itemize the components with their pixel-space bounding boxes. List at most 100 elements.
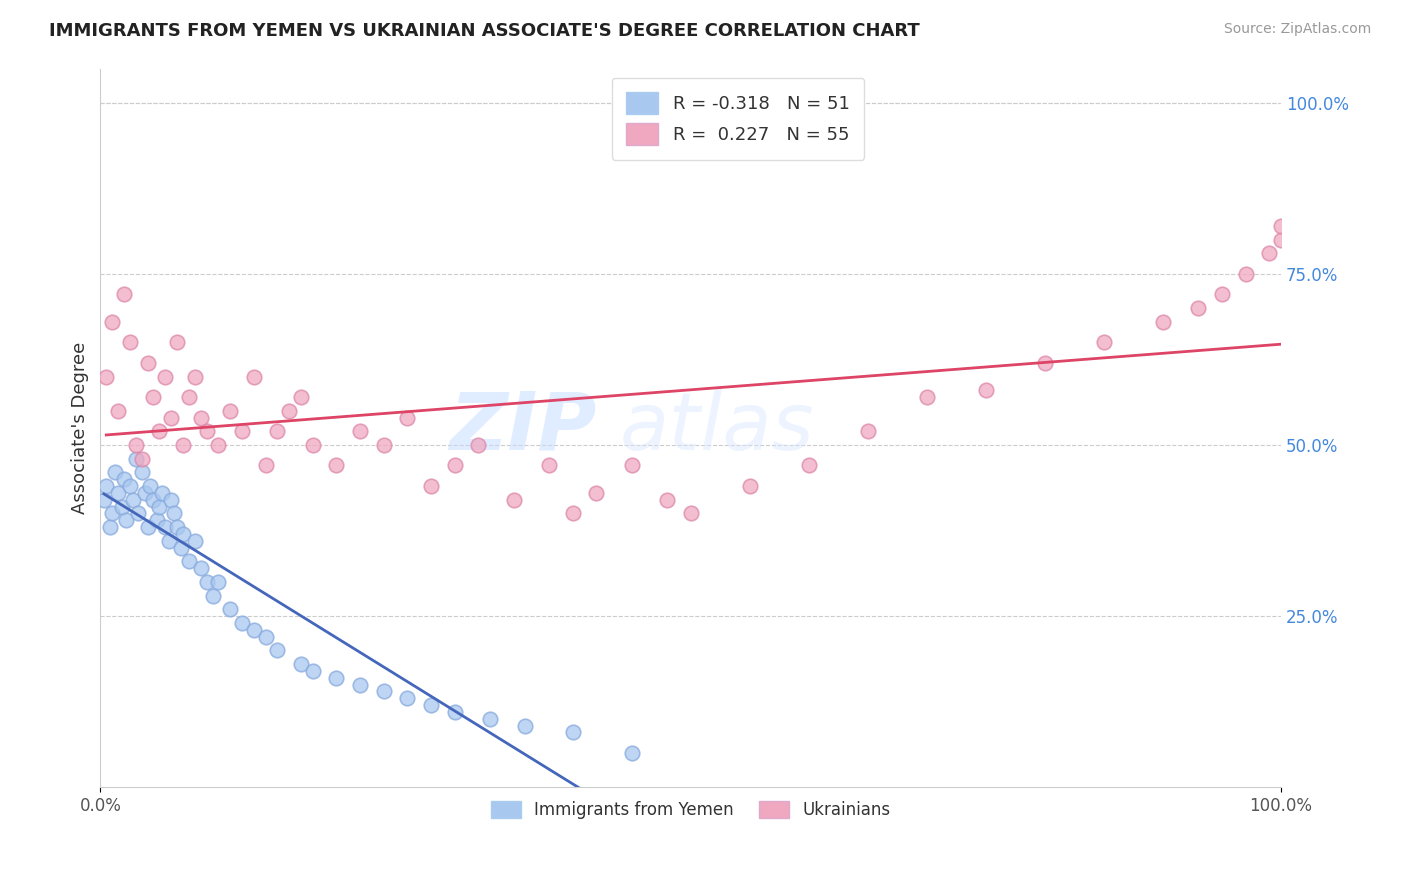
Point <box>1187 301 1209 315</box>
Point <box>155 369 177 384</box>
Point <box>620 746 643 760</box>
Point <box>620 458 643 473</box>
Point <box>325 671 347 685</box>
Point <box>190 561 212 575</box>
Point <box>1092 335 1115 350</box>
Point <box>396 691 419 706</box>
Point <box>157 533 180 548</box>
Text: Source: ZipAtlas.com: Source: ZipAtlas.com <box>1223 22 1371 37</box>
Point <box>169 541 191 555</box>
Point <box>190 410 212 425</box>
Point <box>302 438 325 452</box>
Point <box>655 492 678 507</box>
Point <box>254 630 277 644</box>
Point <box>290 657 312 671</box>
Point <box>502 492 524 507</box>
Point <box>679 507 702 521</box>
Point <box>396 410 419 425</box>
Point <box>561 507 583 521</box>
Point <box>231 424 253 438</box>
Point <box>797 458 820 473</box>
Point <box>219 602 242 616</box>
Point <box>172 438 194 452</box>
Point <box>1211 287 1233 301</box>
Point <box>290 390 312 404</box>
Point <box>96 479 118 493</box>
Point <box>419 698 441 712</box>
Point <box>139 479 162 493</box>
Point <box>443 458 465 473</box>
Point <box>207 574 229 589</box>
Point <box>915 390 938 404</box>
Point <box>1270 233 1292 247</box>
Point <box>118 479 141 493</box>
Point <box>101 315 124 329</box>
Point <box>160 492 183 507</box>
Point <box>110 500 132 514</box>
Point <box>112 472 135 486</box>
Point <box>136 520 159 534</box>
Point <box>162 507 184 521</box>
Point <box>207 438 229 452</box>
Point <box>278 403 301 417</box>
Point <box>166 335 188 350</box>
Point <box>98 520 121 534</box>
Point <box>349 424 371 438</box>
Point <box>146 513 169 527</box>
Point <box>107 403 129 417</box>
Point <box>219 403 242 417</box>
Point <box>177 554 200 568</box>
Point <box>184 369 207 384</box>
Point <box>266 424 288 438</box>
Point <box>160 410 183 425</box>
Point <box>103 466 125 480</box>
Point <box>478 712 501 726</box>
Point <box>467 438 489 452</box>
Point <box>1033 356 1056 370</box>
Point <box>585 486 607 500</box>
Point <box>142 492 165 507</box>
Point <box>325 458 347 473</box>
Point <box>115 513 138 527</box>
Point <box>131 451 153 466</box>
Text: ZIP: ZIP <box>449 389 596 467</box>
Point <box>1258 246 1281 260</box>
Text: atlas: atlas <box>620 389 814 467</box>
Point <box>118 335 141 350</box>
Point <box>127 507 149 521</box>
Point <box>195 424 218 438</box>
Point <box>172 527 194 541</box>
Point <box>177 390 200 404</box>
Point <box>184 533 207 548</box>
Point <box>561 725 583 739</box>
Point <box>107 486 129 500</box>
Point <box>93 492 115 507</box>
Point <box>148 424 170 438</box>
Point <box>134 486 156 500</box>
Point <box>150 486 173 500</box>
Point <box>856 424 879 438</box>
Point <box>302 664 325 678</box>
Point <box>125 438 148 452</box>
Point <box>201 589 224 603</box>
Point <box>1152 315 1174 329</box>
Point <box>537 458 560 473</box>
Point <box>112 287 135 301</box>
Point <box>515 718 537 732</box>
Point <box>195 574 218 589</box>
Point <box>243 623 266 637</box>
Legend: Immigrants from Yemen, Ukrainians: Immigrants from Yemen, Ukrainians <box>484 794 897 826</box>
Point <box>1270 219 1292 233</box>
Point <box>266 643 288 657</box>
Point <box>974 383 997 397</box>
Y-axis label: Associate's Degree: Associate's Degree <box>72 342 89 514</box>
Point <box>148 500 170 514</box>
Point <box>419 479 441 493</box>
Point <box>243 369 266 384</box>
Point <box>125 451 148 466</box>
Point <box>96 369 118 384</box>
Point <box>166 520 188 534</box>
Point <box>443 705 465 719</box>
Point <box>142 390 165 404</box>
Point <box>131 466 153 480</box>
